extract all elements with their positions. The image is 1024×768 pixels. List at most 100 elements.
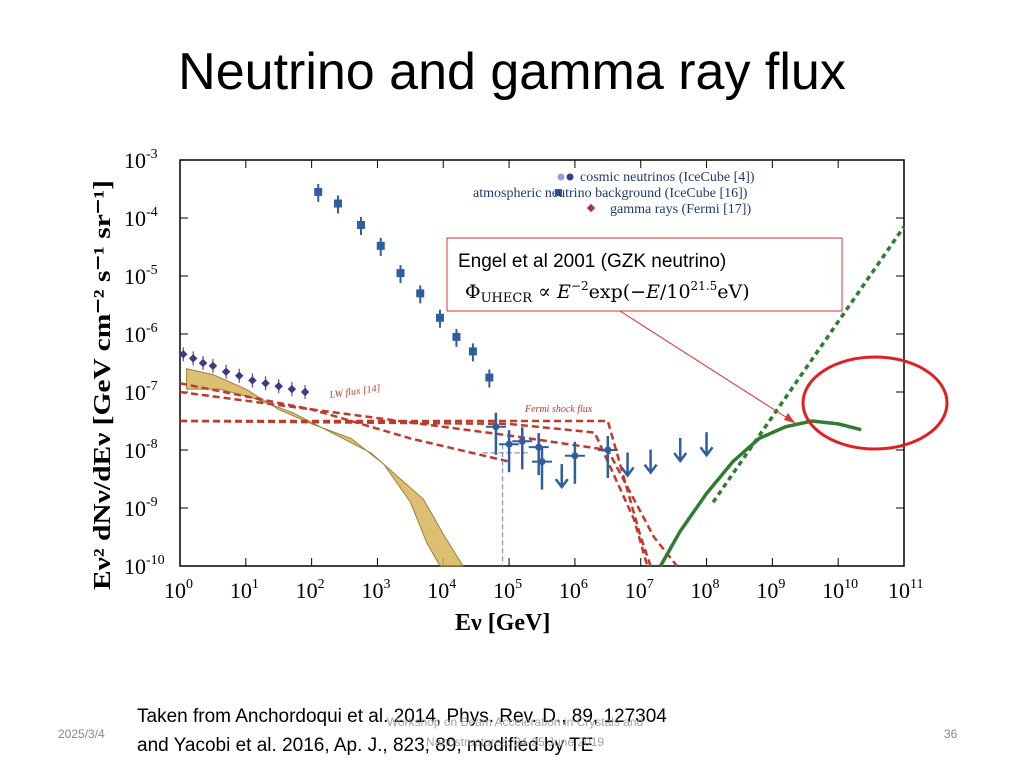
y-tick-exp: -6	[146, 321, 158, 336]
upper-limit-arrow	[673, 452, 688, 464]
x-tick-exp: 6	[581, 577, 588, 592]
yellow-band-area	[186, 368, 464, 567]
cosmic-point	[535, 443, 543, 451]
gamma-point	[261, 379, 270, 388]
cosmic-point	[505, 440, 513, 448]
legend-label-cosmic: cosmic neutrinos (IceCube [4])	[580, 170, 755, 185]
atmospheric-point	[468, 347, 477, 356]
x-tick-exp: 9	[778, 577, 785, 592]
x-tick-label: 103	[361, 577, 390, 603]
gzk-curve-group	[658, 225, 906, 567]
legend-marker-cosmic-2	[566, 173, 574, 181]
y-tick-label: 10-8	[124, 437, 158, 463]
y-tick-label: 10-7	[124, 379, 158, 405]
legend-label-gamma: gamma rays (Fermi [17])	[610, 202, 751, 217]
fermi-shock-curve	[180, 419, 652, 567]
atmospheric-point	[485, 373, 494, 382]
y-tick-exp: -8	[146, 437, 158, 452]
x-tick-exp: 10	[844, 577, 858, 592]
atmospheric-point	[396, 269, 405, 278]
x-tick-label: 109	[756, 577, 785, 603]
formula-e: E	[556, 281, 571, 303]
x-tick-label: 1011	[888, 577, 923, 603]
legend-marker-atmospheric	[555, 189, 562, 196]
x-tick-label: 108	[691, 577, 720, 603]
gzk-extrapolation	[711, 225, 906, 504]
cosmic-point	[538, 458, 546, 466]
legend-label-atmospheric: atmospheric neutrino background (IceCube…	[473, 186, 748, 201]
formula-e2: E	[645, 281, 660, 303]
axis-ticks: 100 101 102 103 104 105 106 107 108 109 1010 101110…	[124, 147, 923, 603]
red-model-curves	[179, 382, 678, 567]
source-line-2: and Yacobi et al. 2016, Ap. J., 823, 89,…	[137, 735, 594, 756]
formula-close: eV)	[717, 281, 749, 303]
formula-ten: /10	[660, 281, 691, 303]
gamma-point	[188, 354, 198, 363]
x-tick-exp: 8	[713, 577, 720, 592]
annotation-box	[446, 237, 843, 312]
x-tick-exp: 5	[515, 577, 522, 592]
x-tick-label: 106	[559, 577, 588, 603]
y-tick-exp: -3	[146, 147, 158, 162]
x-tick-label: 101	[230, 577, 259, 603]
x-tick-exp: 0	[186, 577, 193, 592]
gamma-point	[198, 358, 208, 368]
atmospheric-point	[357, 220, 365, 229]
x-tick-exp: 3	[383, 577, 390, 592]
x-tick-label: 105	[493, 577, 522, 603]
atmospheric-point	[376, 241, 385, 250]
upper-limit-arrow	[554, 478, 569, 490]
formula-sub: UHECR	[481, 291, 534, 306]
y-tick-exp: -9	[146, 495, 158, 510]
page-number: 36	[944, 727, 958, 741]
x-tick-label: 102	[296, 577, 325, 603]
formula-exp1: −2	[571, 279, 589, 293]
atmospheric-point	[452, 332, 461, 341]
lw-flux-label: LW flux [14]	[328, 383, 381, 401]
data-points	[179, 183, 714, 490]
source-citation: Taken from Anchordoqui et al. 2014, Phys…	[137, 702, 667, 760]
formula-phi: Φ	[465, 281, 481, 303]
gamma-point	[221, 367, 231, 376]
y-tick-label: 10-4	[124, 205, 158, 231]
y-tick-exp: -5	[146, 263, 158, 278]
slide-title: Neutrino and gamma ray flux	[178, 43, 846, 101]
x-tick-exp: 4	[449, 577, 456, 592]
legend-marker-cosmic	[557, 173, 565, 181]
gzk-curve	[658, 419, 862, 567]
cosmic-point	[571, 452, 579, 460]
upper-limit-arrow	[620, 466, 635, 478]
upper-limit-arrow	[699, 446, 714, 458]
lw-flux-curve-2	[179, 382, 510, 463]
workshop-footer: Workshop on Beam Acceleration in Crystal…	[386, 715, 644, 749]
cosmic-point	[604, 446, 612, 454]
annotation-line1: Engel et al 2001 (GZK neutrino)	[458, 251, 726, 272]
formula-exp-open: exp(−	[589, 281, 646, 303]
y-tick-label: 10-6	[124, 321, 158, 347]
gamma-point	[179, 350, 188, 359]
annotation-arrow	[619, 310, 796, 424]
y-axis-title: Eν² dNν/dEν [GeV cm⁻² s⁻¹ sr⁻¹]	[90, 180, 116, 590]
atmospheric-point	[435, 313, 444, 322]
highlight-ellipse	[801, 355, 949, 451]
x-tick-exp: 1	[252, 577, 259, 592]
atmospheric-point	[333, 199, 342, 208]
x-tick-label: 107	[625, 577, 654, 603]
yellow-band	[186, 368, 464, 567]
x-tick-exp: 7	[647, 577, 654, 592]
gamma-point	[287, 384, 297, 394]
gamma-point	[208, 361, 218, 371]
legend-marker-gamma	[586, 203, 596, 213]
engel-annotation: Engel et al 2001 (GZK neutrino) ΦUHECR ∝…	[446, 237, 843, 424]
x-tick-exp: 11	[910, 577, 923, 592]
slide-date: 2025/3/4	[58, 727, 105, 741]
x-tick-exp: 2	[318, 577, 325, 592]
legend: cosmic neutrinos (IceCube [4]) atmospher…	[473, 170, 755, 217]
y-tick-exp: -4	[146, 205, 158, 220]
source-line-1: Taken from Anchordoqui et al. 2014, Phys…	[137, 706, 667, 727]
gamma-point	[300, 387, 310, 397]
y-tick-exp: -10	[146, 553, 165, 568]
gamma-point	[248, 376, 257, 385]
lw-flux-curve	[179, 390, 678, 567]
y-tick-label: 10-5	[124, 263, 158, 289]
